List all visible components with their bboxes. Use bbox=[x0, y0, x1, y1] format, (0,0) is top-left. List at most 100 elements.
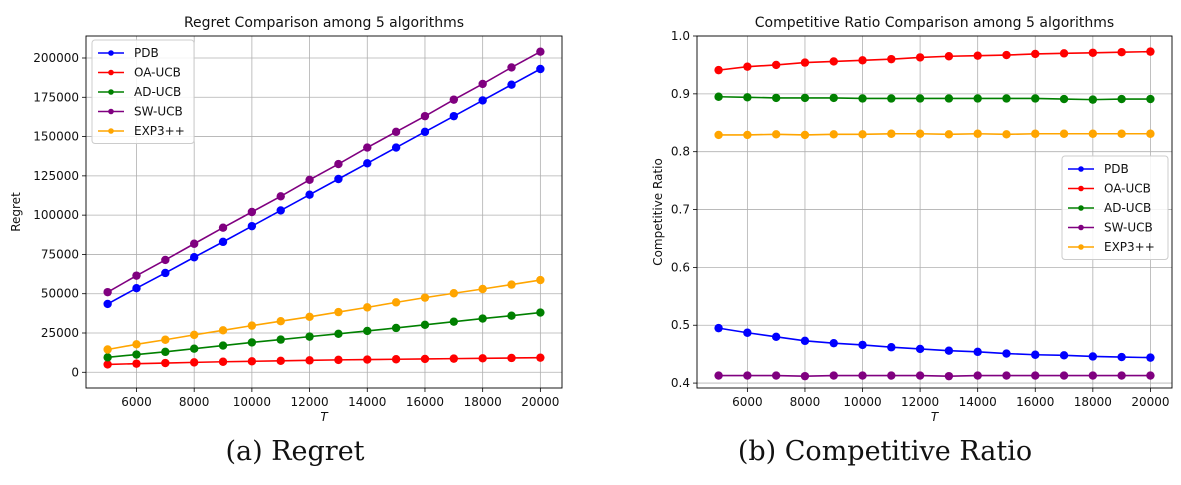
competitive-ratio-chart: Competitive Ratio Comparison among 5 alg… bbox=[651, 15, 1173, 424]
data-point bbox=[276, 206, 285, 215]
y-tick-label: 75000 bbox=[41, 247, 79, 261]
data-point bbox=[218, 223, 228, 232]
data-point bbox=[1031, 94, 1040, 103]
data-point bbox=[714, 371, 723, 380]
data-point bbox=[829, 338, 838, 348]
data-point bbox=[247, 221, 257, 231]
y-tick-label: 1.0 bbox=[671, 29, 690, 43]
data-point bbox=[743, 328, 752, 337]
legend-label: OA-UCB bbox=[134, 66, 181, 80]
data-point bbox=[973, 129, 982, 138]
data-point bbox=[1146, 129, 1155, 138]
data-point bbox=[800, 371, 810, 381]
data-point bbox=[829, 93, 838, 103]
legend-item: EXP3++ bbox=[98, 124, 185, 138]
legend-swatch-marker bbox=[1078, 166, 1084, 172]
data-point bbox=[507, 80, 516, 89]
legend-box bbox=[1061, 155, 1169, 260]
data-point bbox=[1117, 371, 1126, 380]
data-point bbox=[420, 127, 430, 137]
data-point bbox=[449, 289, 459, 298]
series-line bbox=[107, 68, 541, 305]
grid-lines bbox=[86, 36, 562, 388]
data-point bbox=[800, 130, 810, 140]
data-point bbox=[944, 52, 954, 61]
data-point bbox=[305, 312, 314, 322]
x-tick-label: 8000 bbox=[790, 395, 821, 409]
data-point bbox=[218, 237, 228, 247]
data-point bbox=[420, 354, 430, 364]
series-line bbox=[107, 51, 541, 293]
data-point bbox=[536, 275, 545, 285]
series-line bbox=[718, 374, 1151, 377]
series-line bbox=[718, 50, 1151, 71]
data-point bbox=[478, 314, 487, 323]
data-point bbox=[858, 371, 867, 380]
data-point bbox=[218, 326, 228, 335]
data-point bbox=[714, 130, 723, 140]
data-point bbox=[391, 143, 401, 152]
legend-swatch-marker bbox=[1078, 205, 1084, 211]
data-point bbox=[334, 329, 343, 338]
data-point bbox=[334, 159, 343, 169]
y-tick-label: 200000 bbox=[33, 51, 79, 65]
data-point bbox=[189, 239, 199, 248]
data-point bbox=[161, 268, 170, 278]
data-point bbox=[973, 371, 982, 380]
series-oa-ucb bbox=[714, 47, 1155, 75]
data-point bbox=[714, 65, 723, 75]
legend-label: PDB bbox=[1104, 162, 1129, 176]
y-tick-label: 25000 bbox=[41, 326, 79, 340]
legend-label: AD-UCB bbox=[134, 85, 181, 99]
data-point bbox=[743, 130, 752, 140]
data-point bbox=[276, 356, 285, 366]
legend-swatch-marker bbox=[108, 50, 114, 56]
data-point bbox=[449, 354, 459, 363]
data-point bbox=[247, 207, 257, 217]
data-point bbox=[161, 335, 170, 344]
data-point bbox=[1117, 352, 1126, 362]
data-point bbox=[391, 127, 401, 137]
legend-item: SW-UCB bbox=[98, 105, 183, 119]
legend-swatch-marker bbox=[1078, 224, 1084, 231]
data-point bbox=[1088, 48, 1098, 57]
data-point bbox=[247, 338, 257, 347]
data-point bbox=[1146, 47, 1155, 56]
data-point bbox=[1031, 49, 1040, 59]
data-point bbox=[1002, 130, 1011, 139]
data-point bbox=[1117, 129, 1126, 138]
legend: PDB OA-UCB AD-UCB SW-UCB EXP3++ bbox=[1061, 155, 1169, 260]
data-point bbox=[449, 111, 459, 121]
data-point bbox=[334, 174, 343, 184]
x-tick-label: 6000 bbox=[121, 395, 152, 409]
series-pdb bbox=[103, 64, 545, 309]
data-point bbox=[536, 308, 545, 317]
data-point bbox=[103, 287, 112, 297]
series-pdb bbox=[714, 323, 1155, 362]
data-point bbox=[276, 192, 285, 201]
y-tick-label: 0.8 bbox=[671, 145, 690, 159]
data-point bbox=[800, 336, 810, 346]
x-tick-label: 16000 bbox=[406, 395, 444, 409]
x-axis-label: T bbox=[320, 410, 329, 424]
series-ad-ucb bbox=[714, 92, 1155, 104]
data-point bbox=[334, 307, 343, 317]
data-point bbox=[1117, 94, 1126, 104]
plot-frame bbox=[696, 35, 1173, 389]
data-point bbox=[103, 353, 112, 362]
data-point bbox=[915, 53, 925, 62]
data-point bbox=[189, 253, 199, 262]
legend-label: SW-UCB bbox=[1104, 221, 1153, 235]
data-point bbox=[420, 293, 430, 302]
series-oa-ucb bbox=[103, 353, 545, 369]
data-point bbox=[507, 63, 516, 72]
data-point bbox=[103, 360, 112, 369]
data-point bbox=[305, 190, 314, 199]
data-point bbox=[887, 371, 896, 380]
data-point bbox=[771, 332, 781, 342]
data-point bbox=[1002, 349, 1011, 358]
data-point bbox=[247, 321, 257, 330]
data-point bbox=[536, 353, 545, 362]
series-line bbox=[718, 327, 1151, 359]
data-point bbox=[1002, 50, 1011, 60]
